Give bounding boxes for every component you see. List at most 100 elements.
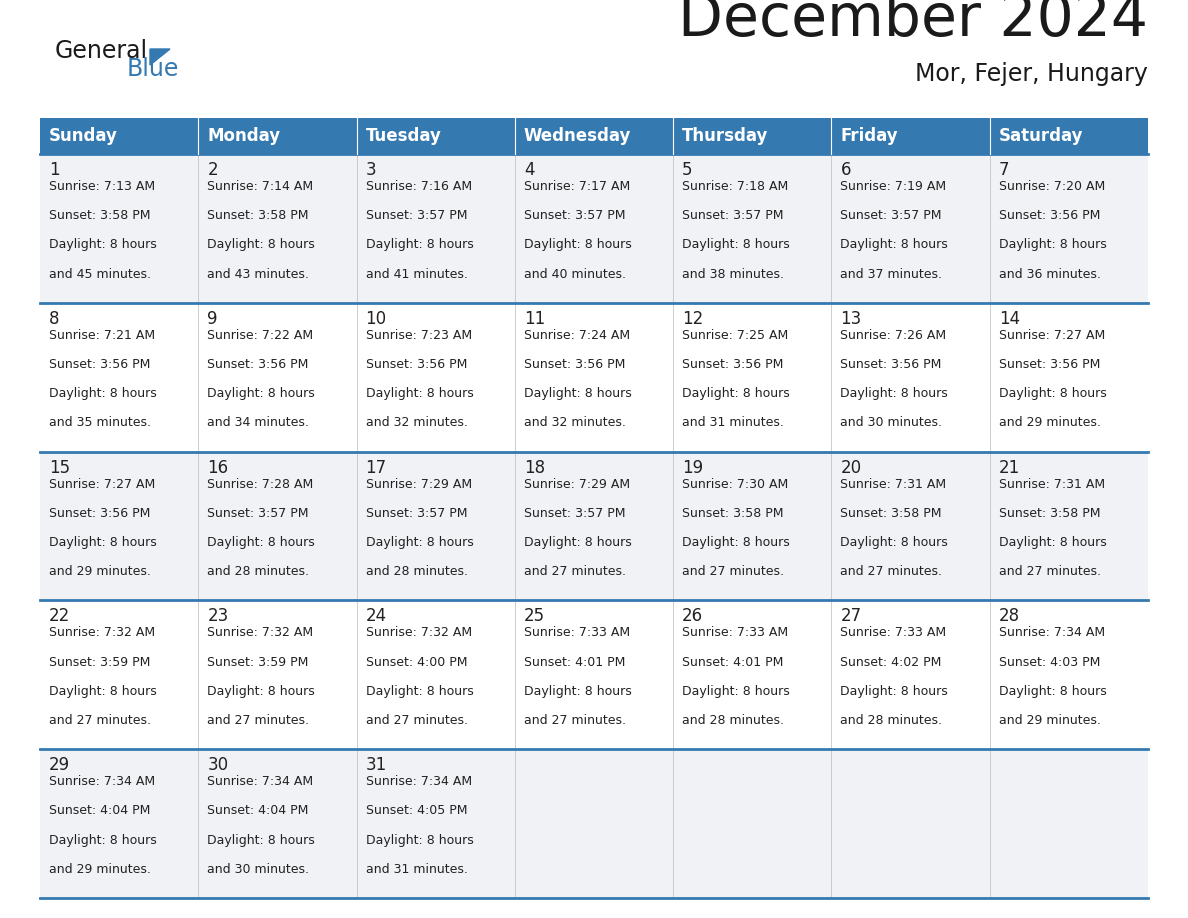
Text: Sunrise: 7:14 AM: Sunrise: 7:14 AM <box>207 180 314 193</box>
Text: and 27 minutes.: and 27 minutes. <box>524 565 626 578</box>
Text: and 27 minutes.: and 27 minutes. <box>682 565 784 578</box>
Text: Sunset: 3:56 PM: Sunset: 3:56 PM <box>49 358 151 371</box>
Text: Sunrise: 7:20 AM: Sunrise: 7:20 AM <box>999 180 1105 193</box>
Bar <box>990 118 1148 154</box>
Text: Sunset: 4:04 PM: Sunset: 4:04 PM <box>49 804 151 817</box>
Text: Sunrise: 7:33 AM: Sunrise: 7:33 AM <box>840 626 947 640</box>
Text: Daylight: 8 hours: Daylight: 8 hours <box>49 685 157 698</box>
Text: and 45 minutes.: and 45 minutes. <box>49 268 151 281</box>
Text: 19: 19 <box>682 459 703 476</box>
Bar <box>990 749 1148 898</box>
Text: Sunrise: 7:31 AM: Sunrise: 7:31 AM <box>840 477 947 490</box>
Text: 23: 23 <box>207 608 228 625</box>
Text: Saturday: Saturday <box>999 127 1083 145</box>
Text: 18: 18 <box>524 459 545 476</box>
Text: Sunset: 4:01 PM: Sunset: 4:01 PM <box>524 655 625 668</box>
Text: Daylight: 8 hours: Daylight: 8 hours <box>207 685 315 698</box>
Text: Daylight: 8 hours: Daylight: 8 hours <box>840 387 948 400</box>
Text: 29: 29 <box>49 756 70 774</box>
Text: Sunrise: 7:30 AM: Sunrise: 7:30 AM <box>682 477 789 490</box>
Text: and 30 minutes.: and 30 minutes. <box>207 863 309 876</box>
Bar <box>356 452 514 600</box>
Bar <box>674 452 832 600</box>
Text: Sunset: 4:03 PM: Sunset: 4:03 PM <box>999 655 1100 668</box>
Text: Sunrise: 7:24 AM: Sunrise: 7:24 AM <box>524 329 630 341</box>
Text: Daylight: 8 hours: Daylight: 8 hours <box>366 685 473 698</box>
Bar <box>832 452 990 600</box>
Text: Daylight: 8 hours: Daylight: 8 hours <box>524 387 632 400</box>
Text: Daylight: 8 hours: Daylight: 8 hours <box>49 536 157 549</box>
Text: Daylight: 8 hours: Daylight: 8 hours <box>49 387 157 400</box>
Bar <box>674 749 832 898</box>
Bar <box>674 118 832 154</box>
Bar <box>198 452 356 600</box>
Text: Sunset: 3:56 PM: Sunset: 3:56 PM <box>524 358 625 371</box>
Bar <box>514 749 674 898</box>
Bar <box>198 749 356 898</box>
Text: 20: 20 <box>840 459 861 476</box>
Text: 26: 26 <box>682 608 703 625</box>
Text: December 2024: December 2024 <box>678 0 1148 48</box>
Text: Daylight: 8 hours: Daylight: 8 hours <box>49 834 157 846</box>
Text: Sunset: 3:57 PM: Sunset: 3:57 PM <box>366 507 467 520</box>
Text: 11: 11 <box>524 309 545 328</box>
Text: Daylight: 8 hours: Daylight: 8 hours <box>366 536 473 549</box>
Text: Sunrise: 7:32 AM: Sunrise: 7:32 AM <box>207 626 314 640</box>
Text: 31: 31 <box>366 756 387 774</box>
Text: Sunday: Sunday <box>49 127 118 145</box>
Text: and 30 minutes.: and 30 minutes. <box>840 417 942 430</box>
Text: Daylight: 8 hours: Daylight: 8 hours <box>840 685 948 698</box>
Text: Daylight: 8 hours: Daylight: 8 hours <box>524 536 632 549</box>
Text: Sunset: 3:56 PM: Sunset: 3:56 PM <box>207 358 309 371</box>
Text: and 29 minutes.: and 29 minutes. <box>49 863 151 876</box>
Text: 7: 7 <box>999 161 1010 179</box>
Text: Sunrise: 7:16 AM: Sunrise: 7:16 AM <box>366 180 472 193</box>
Text: Sunrise: 7:32 AM: Sunrise: 7:32 AM <box>366 626 472 640</box>
Text: Daylight: 8 hours: Daylight: 8 hours <box>366 239 473 252</box>
Text: Sunset: 3:57 PM: Sunset: 3:57 PM <box>366 209 467 222</box>
Text: and 43 minutes.: and 43 minutes. <box>207 268 309 281</box>
Text: Daylight: 8 hours: Daylight: 8 hours <box>49 239 157 252</box>
Text: Sunrise: 7:29 AM: Sunrise: 7:29 AM <box>524 477 630 490</box>
Text: Sunrise: 7:21 AM: Sunrise: 7:21 AM <box>49 329 156 341</box>
Text: Sunset: 3:56 PM: Sunset: 3:56 PM <box>840 358 942 371</box>
Text: Sunset: 3:58 PM: Sunset: 3:58 PM <box>207 209 309 222</box>
Text: Sunrise: 7:28 AM: Sunrise: 7:28 AM <box>207 477 314 490</box>
Bar <box>356 600 514 749</box>
Text: Sunset: 3:57 PM: Sunset: 3:57 PM <box>207 507 309 520</box>
Text: Daylight: 8 hours: Daylight: 8 hours <box>999 387 1106 400</box>
Text: 4: 4 <box>524 161 535 179</box>
Bar <box>514 303 674 452</box>
Bar <box>514 452 674 600</box>
Text: 1: 1 <box>49 161 59 179</box>
Text: Daylight: 8 hours: Daylight: 8 hours <box>682 387 790 400</box>
Bar <box>832 118 990 154</box>
Text: Daylight: 8 hours: Daylight: 8 hours <box>207 834 315 846</box>
Bar <box>356 303 514 452</box>
Text: 10: 10 <box>366 309 387 328</box>
Text: Sunset: 3:57 PM: Sunset: 3:57 PM <box>840 209 942 222</box>
Text: Sunset: 3:59 PM: Sunset: 3:59 PM <box>49 655 151 668</box>
Text: Sunset: 4:01 PM: Sunset: 4:01 PM <box>682 655 784 668</box>
Bar <box>832 600 990 749</box>
Text: Sunrise: 7:29 AM: Sunrise: 7:29 AM <box>366 477 472 490</box>
Text: Sunset: 4:04 PM: Sunset: 4:04 PM <box>207 804 309 817</box>
Text: Daylight: 8 hours: Daylight: 8 hours <box>840 536 948 549</box>
Bar <box>832 303 990 452</box>
Text: and 31 minutes.: and 31 minutes. <box>366 863 467 876</box>
Text: and 29 minutes.: and 29 minutes. <box>49 565 151 578</box>
Text: 5: 5 <box>682 161 693 179</box>
Text: Sunset: 3:57 PM: Sunset: 3:57 PM <box>682 209 784 222</box>
Text: and 27 minutes.: and 27 minutes. <box>366 714 468 727</box>
Text: 16: 16 <box>207 459 228 476</box>
Text: Tuesday: Tuesday <box>366 127 442 145</box>
Text: Sunset: 4:00 PM: Sunset: 4:00 PM <box>366 655 467 668</box>
Text: 2: 2 <box>207 161 217 179</box>
Text: Sunset: 3:59 PM: Sunset: 3:59 PM <box>207 655 309 668</box>
Text: and 34 minutes.: and 34 minutes. <box>207 417 309 430</box>
Bar <box>514 154 674 303</box>
Text: Sunrise: 7:19 AM: Sunrise: 7:19 AM <box>840 180 947 193</box>
Text: Sunrise: 7:31 AM: Sunrise: 7:31 AM <box>999 477 1105 490</box>
Text: Monday: Monday <box>207 127 280 145</box>
Bar <box>990 452 1148 600</box>
